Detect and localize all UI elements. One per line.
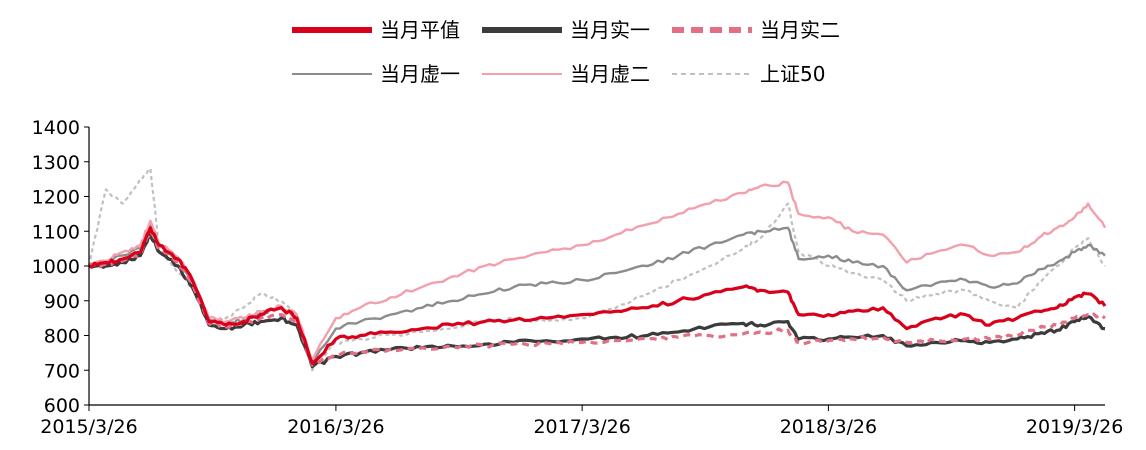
series-line-1: [88, 226, 1107, 365]
y-tick-label: 1300: [32, 152, 80, 174]
x-tick-label: 2015/3/26: [40, 416, 137, 438]
y-tick-label: 900: [44, 291, 80, 313]
y-tick-label: 1000: [32, 256, 80, 278]
legend-label: 当月虚二: [570, 62, 650, 86]
legend-label: 当月虚一: [380, 62, 460, 86]
x-tick-label: 2017/3/26: [533, 416, 630, 438]
y-tick-label: 1200: [32, 187, 80, 209]
x-tick-label: 2019/3/26: [1026, 416, 1123, 438]
series-line-2: [88, 233, 1106, 369]
series-layer: [87, 167, 1107, 372]
legend-label: 当月平值: [380, 18, 460, 42]
x-tick-label: 2016/3/26: [287, 416, 384, 438]
y-tick-label: 1100: [32, 221, 80, 243]
y-tick-label: 700: [44, 360, 80, 382]
y-tick-label: 600: [44, 395, 80, 417]
series-line-3: [88, 229, 1106, 367]
legend-label: 当月实二: [760, 18, 840, 42]
legend-label: 上证50: [760, 62, 825, 86]
y-tick-label: 1400: [32, 117, 80, 139]
axes: 600 700 800 900 1000 1100 1200 1300 1400 2015/3/2…: [32, 117, 1124, 438]
legend-label: 当月实一: [570, 18, 650, 42]
series-line-5: [88, 180, 1107, 361]
y-tick-label: 800: [44, 326, 80, 348]
plot-area: 600 700 800 900 1000 1100 1200 1300 1400 2015/3/2…: [32, 117, 1124, 438]
x-tick-label: 2018/3/26: [780, 416, 877, 438]
